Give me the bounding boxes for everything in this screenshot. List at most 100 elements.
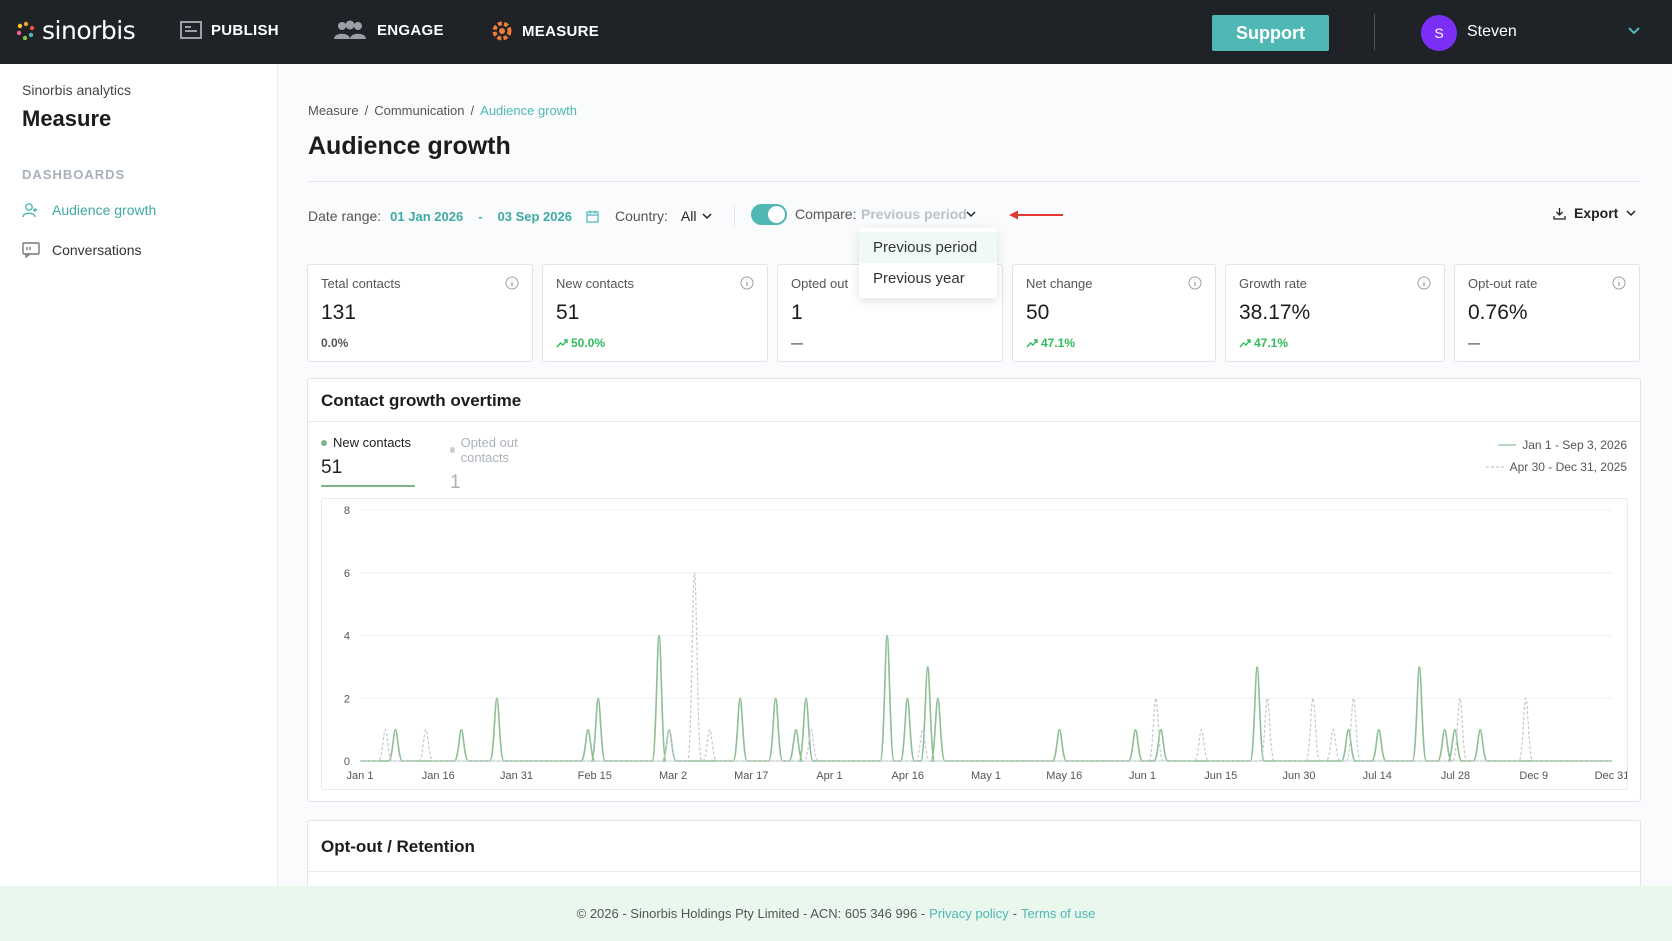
breadcrumb-separator: / — [470, 103, 475, 118]
x-tick-label: May 16 — [1046, 770, 1082, 782]
date-to[interactable]: 03 Sep 2026 — [497, 208, 572, 224]
stat-card-value: 1 — [791, 301, 803, 324]
logo-mark-icon — [16, 21, 35, 40]
nav-engage[interactable]: ENGAGE — [332, 20, 444, 40]
breadcrumb-measure[interactable]: Measure — [308, 103, 359, 118]
nav-engage-label: ENGAGE — [377, 21, 444, 39]
x-tick-label: May 1 — [971, 770, 1001, 782]
sidebar-item-conversations[interactable]: Conversations — [22, 242, 142, 258]
stat-card-label: Tetal contacts — [321, 276, 401, 291]
stat-card-value: 38.17% — [1239, 301, 1311, 324]
filter-divider — [734, 206, 736, 226]
stat-card-delta-value: — — [791, 336, 803, 350]
info-icon[interactable] — [1188, 276, 1202, 290]
x-tick-label: Jun 30 — [1282, 770, 1315, 782]
date-separator: - — [478, 208, 483, 224]
stat-card-delta: 47.1% — [1026, 336, 1075, 350]
footer-separator: - — [1012, 906, 1017, 921]
stat-card-delta-value: 47.1% — [1254, 336, 1289, 350]
tab-opted-out-contacts[interactable]: Opted out contacts 1 — [450, 435, 544, 494]
country-label: Country: — [614, 208, 668, 224]
breadcrumb-communication[interactable]: Communication — [374, 103, 465, 118]
stat-card-value: 131 — [321, 301, 357, 324]
breadcrumb: Measure / Communication / Audience growth — [308, 103, 577, 118]
info-icon[interactable] — [505, 276, 519, 290]
tab-new-contacts[interactable]: New contacts 51 — [321, 435, 415, 487]
stat-card: Growth rate 38.17% 47.1% — [1225, 264, 1445, 362]
stat-card-value: 0.76% — [1468, 301, 1528, 324]
topbar-divider — [1374, 14, 1375, 50]
x-tick-label: Dec 31 — [1595, 770, 1627, 782]
stat-card-delta: 0.0% — [321, 336, 348, 350]
terms-of-use-link[interactable]: Terms of use — [1020, 906, 1096, 921]
compare-option-previous-year[interactable]: Previous year — [873, 270, 965, 287]
nav-publish[interactable]: PUBLISH — [180, 20, 279, 40]
info-icon[interactable] — [1417, 276, 1431, 290]
stat-card-delta: — — [791, 336, 803, 350]
x-tick-label: Jun 1 — [1129, 770, 1156, 782]
x-tick-label: Apr 1 — [816, 770, 842, 782]
sinorbis-logo[interactable]: sinorbis — [16, 16, 136, 45]
stat-card-label: Growth rate — [1239, 276, 1307, 291]
conversation-icon — [22, 242, 40, 258]
stat-card-delta-value: 50.0% — [571, 336, 606, 350]
active-tab-underline — [321, 485, 415, 487]
nav-measure[interactable]: MEASURE — [491, 20, 599, 42]
user-name[interactable]: Steven — [1467, 23, 1517, 40]
compare-label: Compare: — [795, 206, 857, 222]
date-from[interactable]: 01 Jan 2026 — [390, 208, 464, 224]
stat-card-delta-value: — — [1468, 336, 1480, 350]
stat-card-label: New contacts — [556, 276, 635, 291]
title-divider — [308, 181, 1640, 182]
x-tick-label: Dec 9 — [1519, 770, 1548, 782]
panel-title: Contact growth overtime — [321, 391, 522, 410]
annotation-arrow-icon — [1009, 210, 1063, 220]
publish-icon — [180, 21, 202, 39]
legend-current-label: Jan 1 - Sep 3, 2026 — [1522, 438, 1627, 452]
compare-toggle[interactable] — [751, 204, 787, 225]
stat-card-label: Opted out — [791, 276, 849, 291]
x-tick-label: Jan 31 — [500, 770, 533, 782]
stat-card-delta-value: 47.1% — [1041, 336, 1076, 350]
nav-publish-label: PUBLISH — [211, 21, 279, 39]
y-tick-label: 0 — [344, 756, 350, 768]
support-button[interactable]: Support — [1212, 15, 1329, 51]
x-tick-label: Feb 15 — [578, 770, 612, 782]
x-tick-label: Mar 17 — [734, 770, 768, 782]
chevron-down-icon[interactable] — [702, 211, 712, 221]
info-icon[interactable] — [1612, 276, 1626, 290]
x-tick-label: Jun 15 — [1204, 770, 1237, 782]
compare-option-previous-period[interactable]: Previous period — [859, 232, 997, 263]
sidebar-item-audience-growth[interactable]: Audience growth — [22, 202, 156, 218]
avatar[interactable]: S — [1421, 15, 1457, 51]
page-title: Audience growth — [308, 132, 511, 160]
export-button[interactable]: Export — [1553, 205, 1636, 221]
export-label: Export — [1574, 205, 1619, 221]
opt-out-retention-panel: Opt-out / Retention — [307, 820, 1641, 890]
x-tick-label: Jan 16 — [422, 770, 455, 782]
x-tick-label: Jul 14 — [1363, 770, 1392, 782]
download-icon — [1553, 207, 1566, 220]
stat-card-delta: 50.0% — [556, 336, 605, 350]
sidebar: Sinorbis analytics Measure DASHBOARDS Au… — [0, 64, 278, 886]
chevron-down-icon[interactable] — [966, 209, 976, 219]
info-icon[interactable] — [740, 276, 754, 290]
tab-value: 1 — [450, 472, 461, 493]
y-tick-label: 8 — [344, 505, 350, 517]
footer-text: © 2026 - Sinorbis Holdings Pty Limited -… — [576, 906, 926, 921]
top-nav-bar: sinorbis PUBLISH ENGAGE MEASURE Support … — [0, 0, 1672, 64]
calendar-icon[interactable] — [586, 210, 599, 223]
country-select[interactable]: All — [680, 208, 697, 224]
panel-divider — [308, 421, 1640, 422]
engage-people-icon — [334, 20, 366, 39]
breadcrumb-separator: / — [364, 103, 369, 118]
y-tick-label: 2 — [344, 693, 350, 705]
stat-card: New contacts 51 50.0% — [542, 264, 768, 362]
legend-dot — [321, 439, 327, 446]
privacy-policy-link[interactable]: Privacy policy — [929, 906, 1009, 921]
sidebar-section-heading: DASHBOARDS — [22, 167, 126, 182]
compare-select[interactable]: Previous period — [861, 206, 967, 222]
stat-card-delta: 47.1% — [1239, 336, 1288, 350]
breadcrumb-current: Audience growth — [480, 103, 577, 118]
chevron-down-icon[interactable] — [1627, 24, 1641, 38]
